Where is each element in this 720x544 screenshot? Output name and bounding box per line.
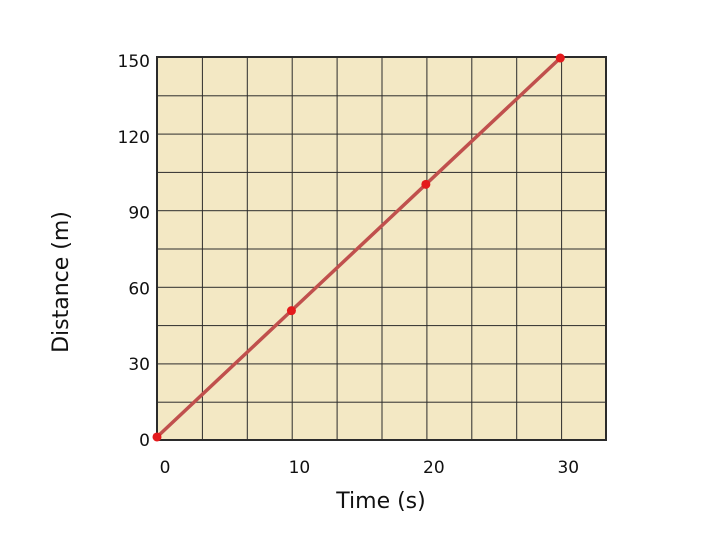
data-point [286,306,296,316]
x-axis-title: Time (s) [335,489,425,514]
y-tick-label: 90 [128,204,150,224]
plot-area [156,56,607,441]
y-axis-title: Distance (m) [49,211,74,353]
y-tick-label: 150 [118,52,150,72]
data-point [421,179,431,189]
x-tick-label: 10 [289,458,311,478]
data-point [152,432,162,442]
x-tick-label: 20 [423,458,445,478]
y-tick-label: 0 [139,431,150,451]
y-tick-label: 30 [128,355,150,375]
data-point [555,53,565,63]
data-line [155,56,562,439]
y-tick-label: 60 [128,279,150,299]
x-tick-label: 0 [160,458,171,478]
y-tick-label: 120 [118,128,150,148]
x-tick-label: 30 [557,458,579,478]
